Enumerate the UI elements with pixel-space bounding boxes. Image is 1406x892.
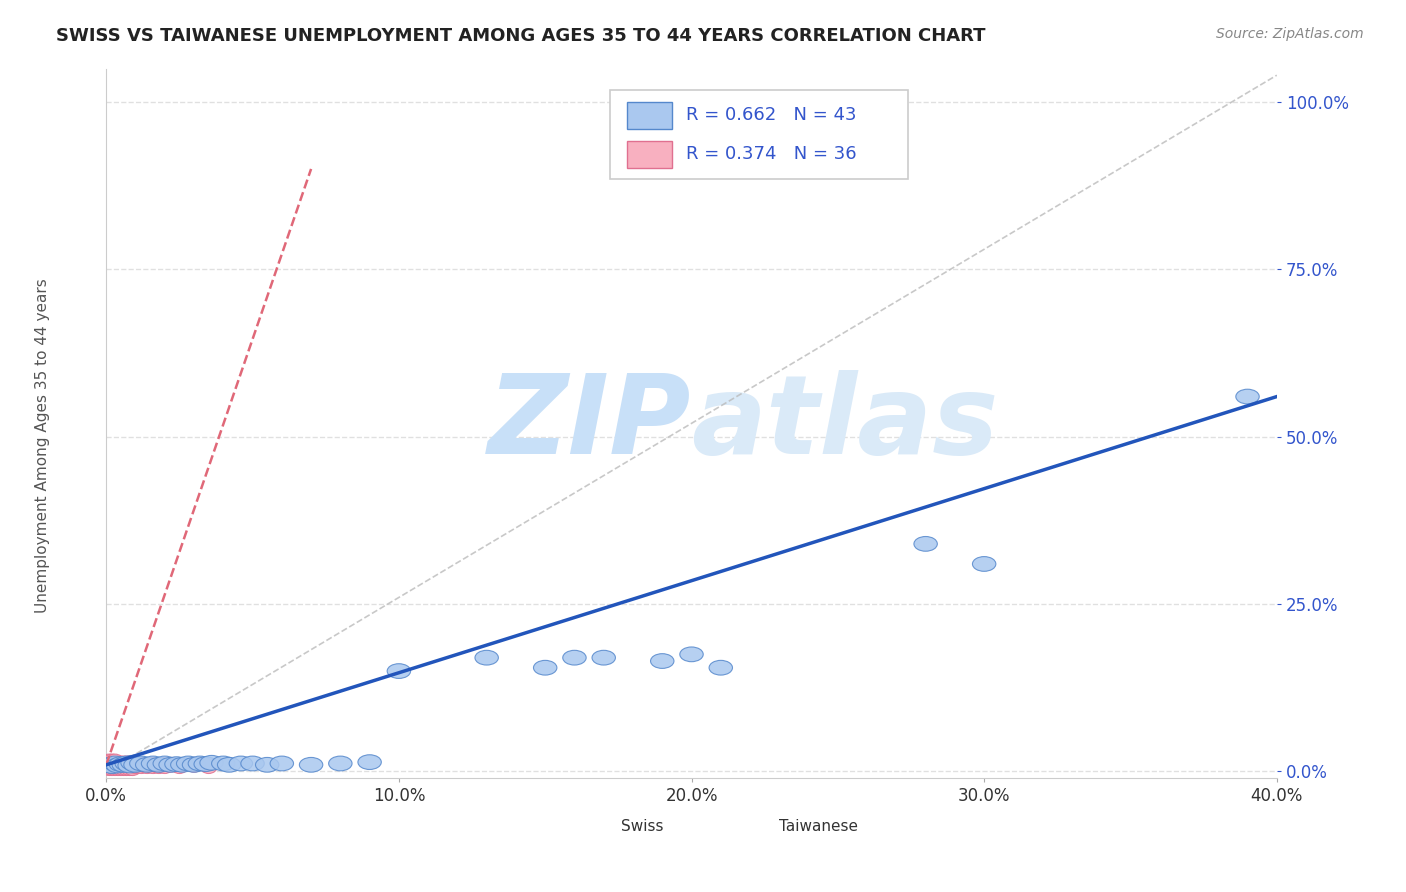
FancyBboxPatch shape xyxy=(744,818,773,839)
Ellipse shape xyxy=(194,756,218,772)
Ellipse shape xyxy=(329,756,352,771)
Ellipse shape xyxy=(107,754,124,769)
FancyBboxPatch shape xyxy=(610,90,908,178)
Text: Source: ZipAtlas.com: Source: ZipAtlas.com xyxy=(1216,27,1364,41)
Ellipse shape xyxy=(145,759,162,773)
Ellipse shape xyxy=(240,756,264,771)
Ellipse shape xyxy=(142,757,159,772)
Ellipse shape xyxy=(186,757,202,772)
Ellipse shape xyxy=(103,754,121,769)
Ellipse shape xyxy=(135,757,159,772)
Ellipse shape xyxy=(112,756,129,771)
Ellipse shape xyxy=(359,755,381,770)
Ellipse shape xyxy=(135,757,153,772)
Ellipse shape xyxy=(124,757,148,772)
Ellipse shape xyxy=(681,647,703,662)
Ellipse shape xyxy=(592,650,616,665)
Ellipse shape xyxy=(651,654,673,668)
Ellipse shape xyxy=(159,757,183,772)
Ellipse shape xyxy=(124,761,142,775)
Ellipse shape xyxy=(112,761,129,775)
Ellipse shape xyxy=(138,759,156,773)
Ellipse shape xyxy=(129,757,148,772)
FancyBboxPatch shape xyxy=(581,818,610,839)
Ellipse shape xyxy=(118,758,142,772)
Ellipse shape xyxy=(973,557,995,571)
Ellipse shape xyxy=(162,757,180,772)
Ellipse shape xyxy=(165,756,188,772)
Ellipse shape xyxy=(127,759,145,773)
Text: atlas: atlas xyxy=(692,370,998,477)
Ellipse shape xyxy=(100,754,118,769)
Ellipse shape xyxy=(156,759,173,773)
Ellipse shape xyxy=(129,756,153,771)
Ellipse shape xyxy=(200,756,224,770)
Ellipse shape xyxy=(170,759,188,773)
Ellipse shape xyxy=(914,536,938,551)
Text: Unemployment Among Ages 35 to 44 years: Unemployment Among Ages 35 to 44 years xyxy=(35,278,49,614)
Ellipse shape xyxy=(256,757,278,772)
Text: R = 0.374   N = 36: R = 0.374 N = 36 xyxy=(686,145,856,163)
Ellipse shape xyxy=(110,756,132,772)
Ellipse shape xyxy=(132,759,150,773)
Ellipse shape xyxy=(150,759,167,773)
Ellipse shape xyxy=(121,761,138,775)
Ellipse shape xyxy=(103,757,121,772)
Ellipse shape xyxy=(188,756,211,771)
Ellipse shape xyxy=(115,756,138,771)
Text: Taiwanese: Taiwanese xyxy=(779,819,858,834)
Ellipse shape xyxy=(97,757,121,772)
Ellipse shape xyxy=(100,757,118,772)
Ellipse shape xyxy=(142,756,165,771)
Ellipse shape xyxy=(229,756,253,771)
Ellipse shape xyxy=(562,650,586,665)
Ellipse shape xyxy=(118,756,135,771)
Ellipse shape xyxy=(118,761,135,775)
Text: SWISS VS TAIWANESE UNEMPLOYMENT AMONG AGES 35 TO 44 YEARS CORRELATION CHART: SWISS VS TAIWANESE UNEMPLOYMENT AMONG AG… xyxy=(56,27,986,45)
Ellipse shape xyxy=(121,756,138,771)
FancyBboxPatch shape xyxy=(627,102,672,128)
Ellipse shape xyxy=(115,761,132,775)
Text: ZIP: ZIP xyxy=(488,370,692,477)
Text: Swiss: Swiss xyxy=(621,819,664,834)
Ellipse shape xyxy=(533,660,557,675)
Ellipse shape xyxy=(110,761,127,775)
Ellipse shape xyxy=(153,757,170,772)
Ellipse shape xyxy=(100,759,124,773)
Ellipse shape xyxy=(183,757,205,772)
Ellipse shape xyxy=(270,756,294,771)
Ellipse shape xyxy=(121,756,145,770)
Ellipse shape xyxy=(100,761,118,775)
Ellipse shape xyxy=(218,757,240,772)
Ellipse shape xyxy=(103,756,127,771)
Ellipse shape xyxy=(103,761,121,775)
Ellipse shape xyxy=(148,757,170,772)
Ellipse shape xyxy=(709,660,733,675)
Ellipse shape xyxy=(115,756,132,771)
Ellipse shape xyxy=(107,757,124,772)
Ellipse shape xyxy=(475,650,498,665)
Ellipse shape xyxy=(170,757,194,772)
Ellipse shape xyxy=(107,761,124,775)
Ellipse shape xyxy=(110,757,127,772)
Ellipse shape xyxy=(153,756,177,771)
Ellipse shape xyxy=(177,756,200,771)
Text: R = 0.662   N = 43: R = 0.662 N = 43 xyxy=(686,106,856,124)
Ellipse shape xyxy=(1236,389,1260,404)
Ellipse shape xyxy=(124,756,142,771)
Ellipse shape xyxy=(211,756,235,771)
Ellipse shape xyxy=(148,757,165,772)
Ellipse shape xyxy=(387,664,411,679)
Ellipse shape xyxy=(299,757,323,772)
Ellipse shape xyxy=(112,757,135,772)
Ellipse shape xyxy=(200,759,218,773)
Ellipse shape xyxy=(107,758,129,772)
FancyBboxPatch shape xyxy=(627,141,672,168)
